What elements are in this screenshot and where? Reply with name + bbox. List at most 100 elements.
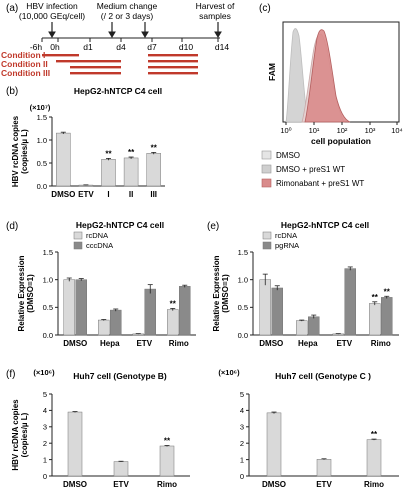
panel-f: (f) Huh7 cell (Genotype B) (×10⁶) HBV rcDNA… bbox=[6, 368, 190, 489]
significance-label: ** bbox=[151, 143, 158, 152]
bar bbox=[146, 153, 161, 187]
tick-label-d7: d7 bbox=[147, 42, 157, 52]
y-tick-label: 0.5 bbox=[43, 303, 53, 312]
flow-ylabel: FAM bbox=[267, 63, 277, 81]
condition-iii-label: Condition III bbox=[1, 68, 50, 78]
legend-label: pgRNA bbox=[275, 241, 299, 250]
y-tick-label: 1 bbox=[240, 455, 244, 464]
chart-title: Huh7 cell (Genotype B) bbox=[73, 371, 167, 381]
legend-label-rimonabant: Rimonabant + preS1 WT bbox=[276, 179, 364, 188]
panel-a-label: (a) bbox=[6, 3, 18, 14]
y-tick-label: 0 bbox=[43, 472, 47, 481]
y-axis-label: Relative Expression bbox=[212, 255, 221, 331]
legend-label: rcDNA bbox=[275, 231, 297, 240]
significance-label: ** bbox=[164, 436, 171, 445]
x-tick-label: ETV bbox=[316, 480, 332, 489]
y-axis-sublabel: (copies/µ L) bbox=[20, 129, 29, 174]
condition-ii-label: Condition II bbox=[1, 59, 48, 69]
panel-c-label: (c) bbox=[259, 3, 271, 14]
flow-xtick-1: 10¹ bbox=[309, 126, 320, 135]
y-exponent-label: (×10⁷) bbox=[30, 103, 51, 112]
x-tick-label: III bbox=[150, 190, 157, 199]
tick-label-minus6h: -6h bbox=[30, 42, 43, 52]
flow-xtick-4: 10⁴ bbox=[391, 126, 403, 135]
medium-arrow-2 bbox=[141, 22, 149, 38]
y-tick-label: 1.5 bbox=[37, 113, 47, 122]
legend-label: rcDNA bbox=[86, 231, 108, 240]
significance-label: ** bbox=[384, 287, 391, 296]
legend-swatch bbox=[262, 231, 272, 240]
legend-swatch bbox=[262, 241, 272, 250]
bar bbox=[123, 157, 139, 187]
y-tick-label: 0.5 bbox=[238, 303, 248, 312]
flow-xlabel: cell population bbox=[311, 136, 371, 146]
significance-label: ** bbox=[371, 430, 378, 439]
medium-text: Medium change bbox=[97, 1, 158, 11]
medium-arrow-1 bbox=[108, 22, 116, 38]
x-tick-label: ETV bbox=[136, 339, 152, 348]
y-axis-label: Relative Expression bbox=[17, 255, 26, 331]
significance-label: ** bbox=[170, 299, 177, 308]
x-tick-label: DMSO bbox=[51, 190, 75, 199]
significance-label: ** bbox=[372, 293, 379, 302]
bar bbox=[167, 309, 179, 336]
x-tick-label: DMSO bbox=[259, 339, 283, 348]
bar bbox=[266, 412, 282, 477]
x-tick-label: Rimo bbox=[371, 339, 391, 348]
y-axis-sublabel: (DMSO=1) bbox=[26, 274, 35, 313]
panel-label: (b) bbox=[6, 86, 18, 97]
flow-xtick-3: 10³ bbox=[365, 126, 376, 135]
x-tick-label: Hepa bbox=[298, 339, 318, 348]
bar bbox=[56, 132, 71, 187]
bar bbox=[271, 287, 283, 336]
chart-title: HepG2-hNTCP C4 cell bbox=[74, 86, 162, 96]
timeline-ticks bbox=[41, 38, 219, 42]
y-tick-label: 0 bbox=[240, 472, 244, 481]
tick-label-d14: d14 bbox=[215, 42, 229, 52]
panel-a: (a) HBV infection (10,000 GEq/cell) Medi… bbox=[1, 1, 235, 78]
legend-swatch-rimonabant bbox=[261, 178, 272, 188]
x-tick-label: Rimo bbox=[157, 480, 177, 489]
legend-swatch-dmso bbox=[261, 150, 272, 160]
x-tick-label: ETV bbox=[78, 190, 94, 199]
flow-xticks bbox=[285, 122, 398, 125]
y-tick-label: 0.0 bbox=[238, 331, 248, 340]
significance-label: ** bbox=[128, 148, 135, 157]
bar bbox=[259, 279, 271, 336]
panel-f-genotype-c: Huh7 cell (Genotype C ) (×10⁶) 0 1 2 3 4 5 DMSO E… bbox=[218, 368, 399, 489]
flow-xtick-2: 10² bbox=[337, 126, 348, 135]
x-tick-label: Rimo bbox=[169, 339, 189, 348]
x-tick-label: Hepa bbox=[100, 339, 120, 348]
significance-label: ** bbox=[105, 149, 112, 158]
legend-swatch-dmso-pres1 bbox=[261, 164, 272, 174]
bar bbox=[366, 439, 382, 477]
y-axis-sublabel: (DMSO=1) bbox=[221, 274, 230, 313]
y-tick-label: 1.5 bbox=[238, 248, 248, 257]
medium-subtext: (/ 2 or 3 days) bbox=[101, 11, 154, 21]
bar bbox=[179, 286, 191, 336]
x-tick-label: II bbox=[129, 190, 133, 199]
bar bbox=[144, 288, 156, 336]
infection-subtext: (10,000 GEq/cell) bbox=[19, 11, 85, 21]
bar bbox=[75, 279, 87, 336]
x-tick-label: DMSO bbox=[63, 480, 87, 489]
panel-d: (d) HepG2-hNTCP C4 cell Relative Expressio… bbox=[6, 220, 196, 348]
x-tick-label: ETV bbox=[113, 480, 129, 489]
x-tick-label: DMSO bbox=[262, 480, 286, 489]
panel-e: (e) HepG2-hNTCP C4 cell Relative Expressio… bbox=[207, 220, 399, 348]
y-tick-label: 1 bbox=[43, 455, 47, 464]
y-tick-label: 3 bbox=[240, 423, 244, 432]
panel-label: (e) bbox=[207, 221, 219, 232]
y-tick-label: 1.5 bbox=[43, 248, 53, 257]
y-tick-label: 5 bbox=[240, 390, 244, 399]
y-tick-label: 1.0 bbox=[43, 275, 53, 284]
flow-xtick-0: 10⁰ bbox=[280, 126, 291, 135]
y-exponent-label: (×10⁶) bbox=[33, 368, 55, 377]
harvest-subtext: samples bbox=[199, 11, 231, 21]
legend-label-dmso-pres1: DMSO + preS1 WT bbox=[276, 165, 345, 174]
bar bbox=[296, 320, 308, 336]
bar bbox=[67, 411, 83, 477]
panel-b: (b) HepG2-hNTCP C4 cell (×10⁷) HBV rcDNA co… bbox=[6, 86, 165, 199]
y-tick-label: 5 bbox=[43, 390, 47, 399]
y-tick-label: 0.5 bbox=[37, 159, 47, 168]
